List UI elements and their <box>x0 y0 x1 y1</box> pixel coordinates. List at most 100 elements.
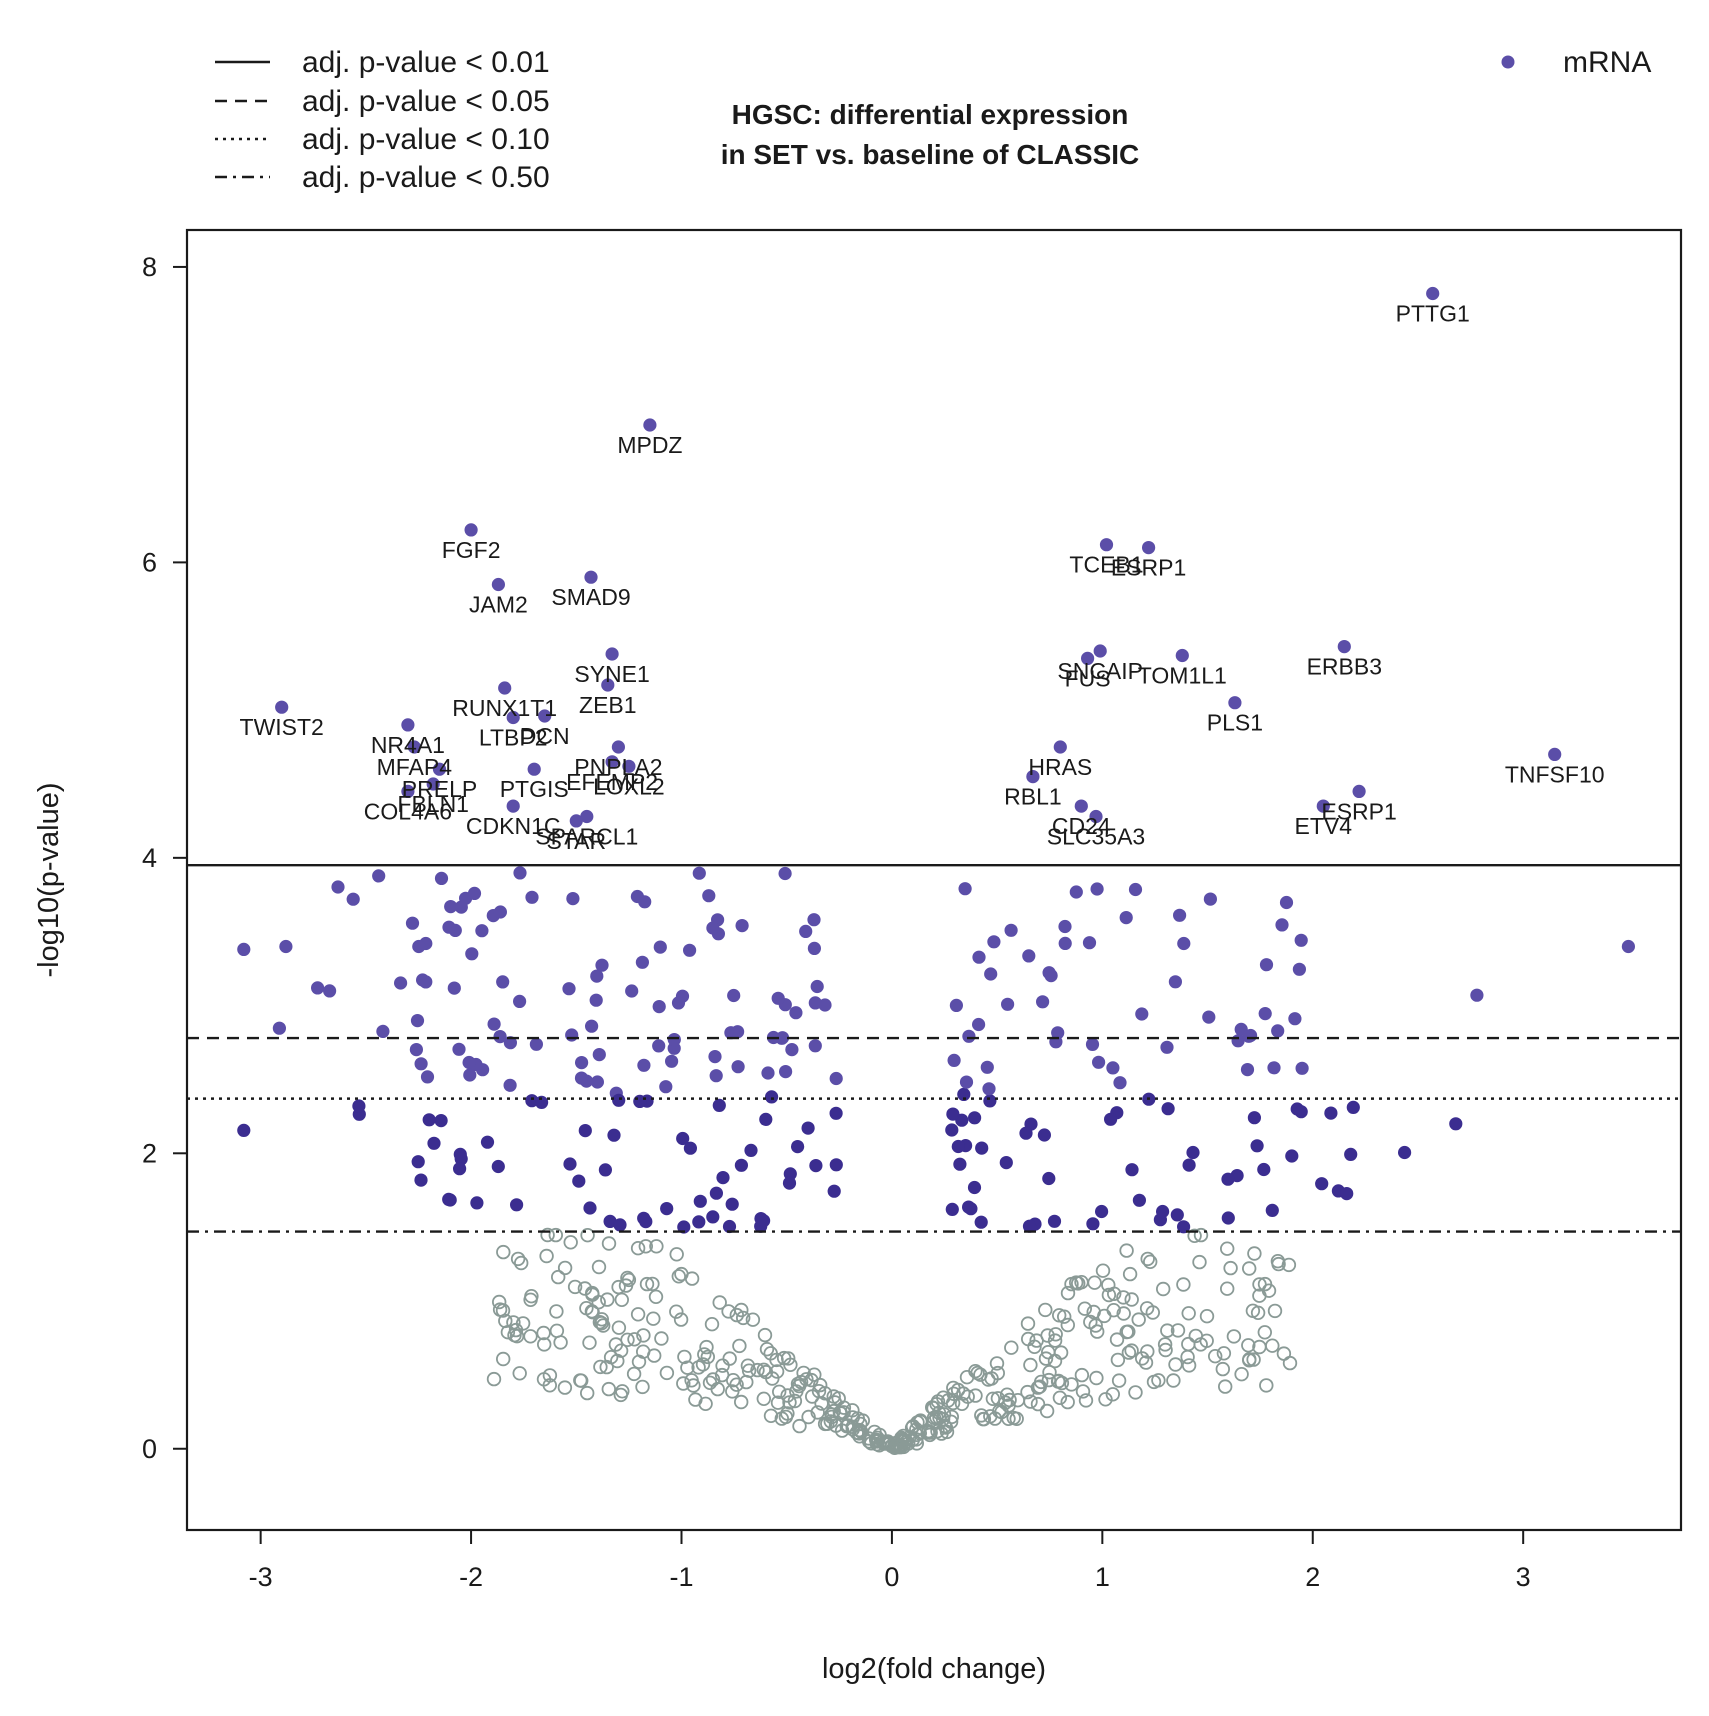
data-point-nonsignificant <box>557 1260 573 1276</box>
data-point-significant <box>603 1214 617 1228</box>
data-point-significant <box>407 740 421 754</box>
data-point-nonsignificant <box>1077 1301 1093 1316</box>
data-point-significant <box>612 1093 626 1107</box>
data-point-nonsignificant <box>549 1323 565 1339</box>
data-point-nonsignificant <box>630 1307 646 1322</box>
gene-label: CD24 <box>1052 813 1111 839</box>
gene-label: COL4A6 <box>364 798 452 824</box>
data-point-nonsignificant <box>976 1411 992 1427</box>
data-point-nonsignificant <box>635 1379 650 1395</box>
data-point-nonsignificant <box>1038 1351 1054 1366</box>
data-point-significant <box>572 1174 586 1188</box>
data-point-nonsignificant <box>630 1240 646 1256</box>
gene-label: TWIST2 <box>240 714 324 740</box>
data-point-significant <box>453 1162 467 1176</box>
data-point-nonsignificant <box>537 1337 552 1352</box>
data-point-significant <box>1344 1147 1358 1161</box>
data-point-significant <box>1257 1162 1271 1177</box>
data-point-nonsignificant <box>1138 1355 1154 1370</box>
data-point-significant <box>706 921 720 935</box>
data-point-significant <box>578 1124 592 1138</box>
data-point-significant <box>785 1043 799 1057</box>
data-point-significant <box>414 1057 428 1071</box>
data-point-significant <box>1295 1061 1309 1075</box>
data-point-nonsignificant <box>935 1411 951 1427</box>
data-point-nonsignificant <box>1110 1352 1126 1368</box>
data-point-significant <box>633 1094 647 1108</box>
data-point-significant <box>580 809 594 824</box>
data-point-nonsignificant <box>1040 1328 1055 1343</box>
data-point-nonsignificant <box>722 1351 737 1366</box>
data-point-nonsignificant <box>1048 1327 1063 1342</box>
data-point-nonsignificant <box>1158 1342 1173 1358</box>
data-point-significant <box>829 1158 843 1172</box>
data-point-nonsignificant <box>1086 1304 1101 1320</box>
data-point-significant <box>513 866 527 880</box>
data-point-significant <box>535 1095 549 1109</box>
data-point-nonsignificant <box>1181 1336 1196 1352</box>
data-point-nonsignificant <box>563 1235 578 1250</box>
gene-label: MFAP4 <box>377 754 453 780</box>
data-point-nonsignificant <box>939 1424 955 1440</box>
data-point-significant <box>827 1184 841 1198</box>
data-point-nonsignificant <box>600 1292 615 1307</box>
data-point-nonsignificant <box>1257 1325 1273 1340</box>
data-point-significant <box>975 1141 989 1155</box>
data-point-significant <box>590 969 604 983</box>
data-point-significant <box>401 784 415 799</box>
data-point-nonsignificant <box>1181 1306 1196 1321</box>
data-point-nonsignificant <box>909 1436 925 1451</box>
data-point-significant <box>759 1112 773 1126</box>
data-point-nonsignificant <box>989 1356 1005 1371</box>
data-point-nonsignificant <box>1053 1345 1069 1360</box>
data-point-nonsignificant <box>1119 1243 1134 1258</box>
data-point-nonsignificant <box>1247 1246 1262 1261</box>
data-point-nonsignificant <box>1176 1277 1191 1292</box>
data-point-significant <box>1074 799 1088 813</box>
data-point-significant <box>372 869 386 883</box>
data-point-nonsignificant <box>1039 1403 1055 1419</box>
y-axis-label: -log10(p-value) <box>33 782 65 977</box>
data-point-significant <box>1090 882 1104 896</box>
data-point-significant <box>420 1070 435 1084</box>
x-tick-label: -2 <box>459 1562 483 1592</box>
data-point-significant <box>311 981 325 995</box>
data-point-significant <box>945 1202 959 1216</box>
data-point-significant <box>1177 1220 1191 1234</box>
data-point-significant <box>779 1065 793 1079</box>
data-point-significant <box>671 996 686 1010</box>
data-point-nonsignificant <box>1051 1308 1067 1323</box>
gene-label: PTGIS <box>500 776 569 802</box>
data-point-significant <box>422 1113 436 1127</box>
data-point-significant <box>807 913 821 927</box>
data-point-nonsignificant <box>1234 1366 1249 1382</box>
data-point-significant <box>653 940 667 954</box>
data-point-nonsignificant <box>647 1348 662 1363</box>
data-point-significant <box>982 1082 996 1096</box>
data-point-significant <box>1292 962 1306 976</box>
x-tick-label: 3 <box>1516 1562 1531 1592</box>
data-point-significant <box>1113 1076 1127 1090</box>
data-point-nonsignificant <box>1276 1346 1292 1361</box>
data-point-nonsignificant <box>1020 1316 1036 1331</box>
chart-title-line-1: HGSC: differential expression <box>732 99 1129 130</box>
data-point-significant <box>1125 1163 1139 1177</box>
data-point-significant <box>1340 1187 1354 1201</box>
data-point-significant <box>470 1196 484 1210</box>
data-point-nonsignificant <box>1223 1260 1238 1276</box>
data-point-significant <box>464 523 478 537</box>
data-point-significant <box>1053 740 1067 754</box>
data-point-significant <box>709 1069 723 1083</box>
data-point-nonsignificant <box>787 1393 803 1409</box>
data-point-nonsignificant <box>736 1310 751 1326</box>
data-point-significant <box>491 1159 505 1174</box>
data-point-nonsignificant <box>514 1255 529 1271</box>
data-point-significant <box>692 1215 706 1229</box>
data-point-nonsignificant <box>1083 1314 1098 1330</box>
data-point-significant <box>957 1087 971 1101</box>
data-point-nonsignificant <box>536 1325 551 1341</box>
data-point-significant <box>574 1071 589 1085</box>
data-point-nonsignificant <box>1199 1308 1215 1324</box>
data-point-significant <box>237 942 251 957</box>
data-point-nonsignificant <box>1052 1390 1068 1406</box>
